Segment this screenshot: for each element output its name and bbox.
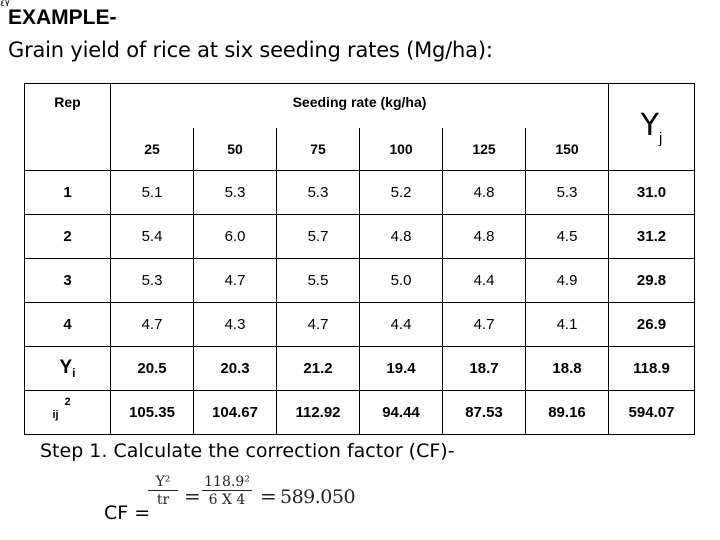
- yield-cell: 4.8: [359, 214, 443, 259]
- yi-label-cell: Yi: [24, 346, 111, 391]
- table-row: 2 5.4 6.0 5.7 4.8 4.8 4.5 31.2: [24, 214, 695, 259]
- fraction-denominator: 6 X 4: [208, 492, 246, 508]
- yield-cell: 5.2: [359, 170, 443, 215]
- squared-cell: 87.53: [442, 390, 526, 435]
- treatment-total-cell: 21.2: [276, 346, 360, 391]
- yield-cell: 4.4: [359, 302, 443, 347]
- example-title: EXAMPLE-: [8, 6, 117, 29]
- seeding-rate-header: Seeding rate (kg/ha): [110, 83, 609, 128]
- yield-cell: 4.8: [442, 170, 526, 215]
- yield-cell: 4.7: [442, 302, 526, 347]
- fraction-numerator: 118.9²: [202, 474, 252, 491]
- yield-cell: 5.5: [276, 258, 360, 303]
- rate-header-cell: 50: [193, 127, 277, 171]
- yield-cell: 4.8: [442, 214, 526, 259]
- treatment-total-cell: 20.5: [110, 346, 194, 391]
- fraction-numerator: Y²: [148, 474, 178, 491]
- table-row: 4 4.7 4.3 4.7 4.4 4.7 4.1 26.9: [24, 302, 695, 347]
- grand-total-cell: 118.9: [608, 346, 695, 391]
- yield-cell: 4.9: [525, 258, 609, 303]
- yield-cell: 5.3: [110, 258, 194, 303]
- treatment-total-cell: 18.7: [442, 346, 526, 391]
- treatment-total-cell: 20.3: [193, 346, 277, 391]
- fraction-general: Y² tr: [148, 474, 178, 508]
- yi-row: Yi 20.5 20.3 21.2 19.4 18.7 18.8 118.9: [24, 346, 695, 391]
- yield-cell: 5.3: [193, 170, 277, 215]
- rep-cell: 1: [24, 170, 111, 215]
- squared-cell: 94.44: [359, 390, 443, 435]
- rep-total-cell: 31.2: [608, 214, 695, 259]
- rep-total-cell: 31.0: [608, 170, 695, 215]
- yield-cell: 5.7: [276, 214, 360, 259]
- yield-table: Rep Seeding rate (kg/ha) Yj 25 50 75 100…: [24, 83, 695, 435]
- yi-subscript: i: [72, 366, 76, 380]
- rep-total-cell: 29.8: [608, 258, 695, 303]
- yield-cell: 5.4: [110, 214, 194, 259]
- yj-subscript: j: [658, 129, 663, 147]
- rep-cell: 4: [24, 302, 111, 347]
- fraction-denominator: tr: [156, 492, 170, 508]
- yield-cell: 5.3: [525, 170, 609, 215]
- yield-cell: 4.1: [525, 302, 609, 347]
- step1-text: Step 1. Calculate the correction factor …: [40, 440, 455, 462]
- yield-cell: 4.3: [193, 302, 277, 347]
- yield-cell: 4.7: [110, 302, 194, 347]
- yi-label: Y: [59, 357, 73, 378]
- yj-label: Y: [640, 107, 659, 143]
- cf-label: CF =: [104, 502, 151, 524]
- squared-cell: 112.92: [276, 390, 360, 435]
- rep-header: Rep: [24, 83, 111, 171]
- squared-total-cell: 594.07: [608, 390, 695, 435]
- yield-cell: 4.4: [442, 258, 526, 303]
- treatment-total-cell: 18.8: [525, 346, 609, 391]
- rep-cell: 2: [24, 214, 111, 259]
- cf-result: 589.050: [280, 486, 356, 508]
- yij2-label-cell: 2 ij: [24, 390, 111, 435]
- yield-cell: 5.1: [110, 170, 194, 215]
- yield-cell: 4.7: [193, 258, 277, 303]
- treatment-total-cell: 19.4: [359, 346, 443, 391]
- squared-cell: 104.67: [193, 390, 277, 435]
- squared-cell: 105.35: [110, 390, 194, 435]
- rate-header-cell: 25: [110, 127, 194, 171]
- table-row: 3 5.3 4.7 5.5 5.0 4.4 4.9 29.8: [24, 258, 695, 303]
- slide-number: ٤٧: [0, 0, 10, 9]
- yield-cell: 4.5: [525, 214, 609, 259]
- yj-header: Yj: [608, 83, 695, 171]
- equals-sign: =: [184, 484, 201, 508]
- rep-total-cell: 26.9: [608, 302, 695, 347]
- yij2-subscript: ij: [52, 408, 59, 421]
- rate-header-cell: 150: [525, 127, 609, 171]
- rep-cell: 3: [24, 258, 111, 303]
- yij2-row: 2 ij 105.35 104.67 112.92 94.44 87.53 89…: [24, 390, 695, 435]
- subtitle: Grain yield of rice at six seeding rates…: [8, 38, 493, 62]
- table-row: 1 5.1 5.3 5.3 5.2 4.8 5.3 31.0: [24, 170, 695, 215]
- rate-header-cell: 75: [276, 127, 360, 171]
- yield-cell: 5.3: [276, 170, 360, 215]
- yield-cell: 5.0: [359, 258, 443, 303]
- fraction-values: 118.9² 6 X 4: [202, 474, 252, 508]
- rate-header-cell: 100: [359, 127, 443, 171]
- rate-header-cell: 125: [442, 127, 526, 171]
- yield-cell: 6.0: [193, 214, 277, 259]
- squared-cell: 89.16: [525, 390, 609, 435]
- yij2-superscript: 2: [64, 395, 71, 408]
- equals-sign: =: [260, 484, 277, 508]
- yield-cell: 4.7: [276, 302, 360, 347]
